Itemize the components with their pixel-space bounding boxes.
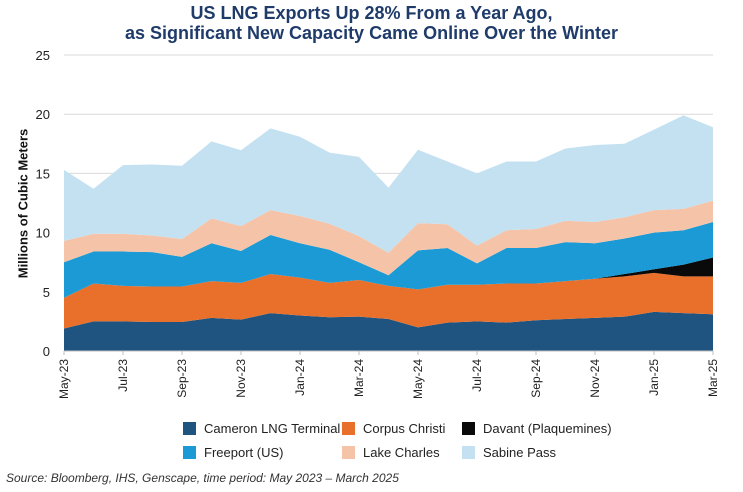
- x-tick-label-Jul-24: Jul-24: [470, 359, 484, 392]
- legend-swatch-davant: [462, 422, 475, 435]
- area-series-sabine-pass: [64, 115, 713, 253]
- y-tick-label-5: 5: [43, 285, 50, 300]
- legend-swatch-sabine-pass: [462, 446, 475, 459]
- chart-title-line-2: as Significant New Capacity Came Online …: [125, 23, 618, 43]
- x-tick-label-Nov-23: Nov-23: [234, 359, 248, 398]
- legend-label-cameron: Cameron LNG Terminal: [204, 421, 341, 436]
- legend-swatch-cameron: [183, 422, 196, 435]
- legend-item-davant: Davant (Plaquemines): [462, 421, 612, 436]
- area-series-corpus-christi: [64, 272, 713, 329]
- legend-item-lake-charles: Lake Charles: [342, 445, 440, 460]
- y-tick-label-0: 0: [43, 344, 50, 359]
- legend-swatch-freeport: [183, 446, 196, 459]
- y-tick-label-25: 25: [36, 48, 50, 63]
- source-note: Source: Bloomberg, IHS, Genscape, time p…: [6, 471, 399, 485]
- legend-label-sabine-pass: Sabine Pass: [483, 445, 556, 460]
- chart-title-line-1: US LNG Exports Up 28% From a Year Ago,: [190, 3, 553, 23]
- x-tick-label-Jan-24: Jan-24: [293, 359, 307, 396]
- x-tick-label-May-23: May-23: [57, 359, 71, 399]
- x-tick-label-Nov-24: Nov-24: [588, 359, 602, 398]
- area-series-freeport-us: [64, 221, 713, 298]
- y-tick-label-15: 15: [36, 166, 50, 181]
- stacked-area-chart: 0 5 10 15 20 25 May-23 Jul-23 Sep-23 Nov-23 Jan-24…: [36, 48, 720, 399]
- legend-item-freeport: Freeport (US): [183, 445, 283, 460]
- legend-label-corpus-christi: Corpus Christi: [363, 421, 446, 436]
- area-series-lake-charles: [64, 200, 713, 276]
- legend-label-freeport: Freeport (US): [204, 445, 284, 460]
- x-tick-label-Jul-23: Jul-23: [116, 359, 130, 392]
- x-tick-label-Sep-23: Sep-23: [175, 359, 189, 398]
- x-tick-label-Sep-24: Sep-24: [529, 359, 543, 398]
- legend-item-cameron: Cameron LNG Terminal: [183, 421, 340, 436]
- legend-label-davant: Davant (Plaquemines): [483, 421, 612, 436]
- legend-item-sabine-pass: Sabine Pass: [462, 445, 556, 460]
- legend-item-corpus-christi: Corpus Christi: [342, 421, 445, 436]
- x-tick-label-Mar-24: Mar-24: [352, 359, 366, 397]
- y-tick-label-20: 20: [36, 107, 50, 122]
- x-tick-label-Mar-25: Mar-25: [706, 359, 720, 397]
- legend-swatch-lake-charles: [342, 446, 355, 459]
- x-tick-label-Jan-25: Jan-25: [647, 359, 661, 396]
- area-series-cameron-lng-terminal: [64, 311, 713, 351]
- legend-swatch-corpus-christi: [342, 422, 355, 435]
- legend-label-lake-charles: Lake Charles: [363, 445, 440, 460]
- y-tick-label-10: 10: [36, 226, 50, 241]
- x-tick-label-May-24: May-24: [411, 359, 425, 399]
